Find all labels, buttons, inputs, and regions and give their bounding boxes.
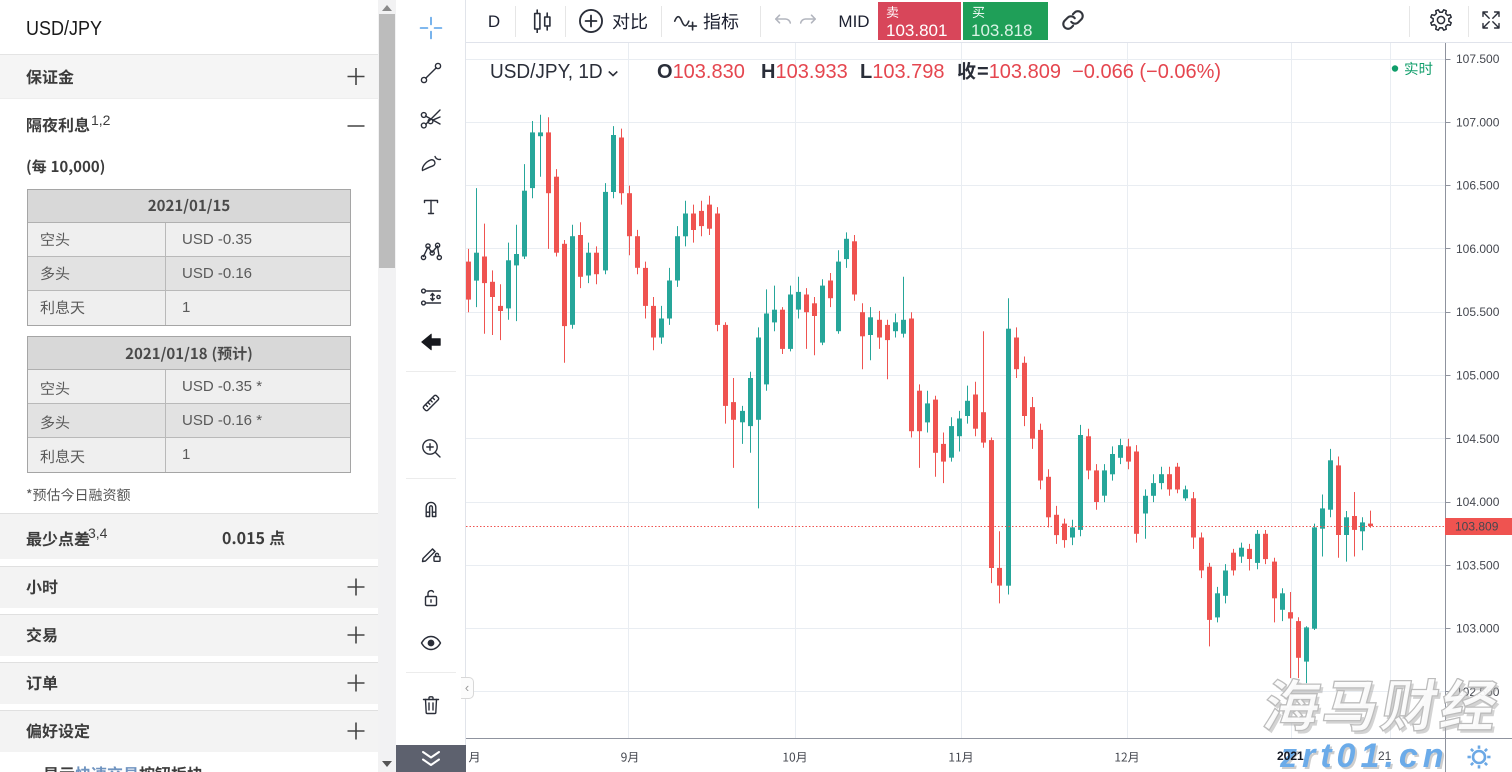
svg-text:103.500: 103.500 (1456, 558, 1500, 572)
svg-text:104.000: 104.000 (1456, 495, 1500, 509)
svg-text:106.500: 106.500 (1456, 179, 1500, 193)
svg-text:105.000: 105.000 (1456, 369, 1500, 383)
svg-text:107.500: 107.500 (1456, 52, 1500, 66)
svg-text:104.500: 104.500 (1456, 432, 1500, 446)
svg-text:106.000: 106.000 (1456, 242, 1500, 256)
svg-text:103.000: 103.000 (1456, 622, 1500, 636)
svg-text:103.809: 103.809 (1455, 520, 1499, 534)
svg-text:107.000: 107.000 (1456, 115, 1500, 129)
svg-text:105.500: 105.500 (1456, 305, 1500, 319)
